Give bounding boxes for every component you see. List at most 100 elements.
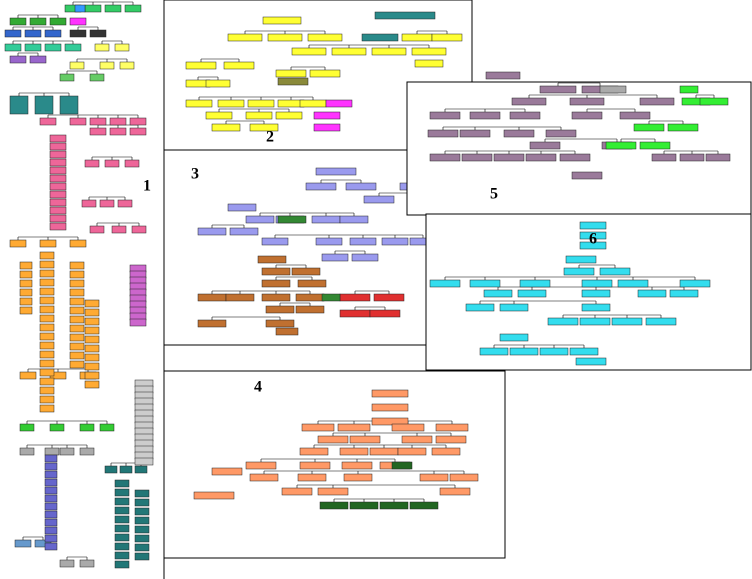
node-box	[349, 501, 379, 510]
node-box	[19, 261, 33, 270]
node-box	[129, 127, 147, 136]
node-box	[119, 61, 135, 70]
node-box	[99, 199, 115, 208]
node-box	[111, 225, 127, 234]
node-box	[343, 473, 373, 482]
node-box	[427, 129, 459, 138]
node-box	[114, 488, 130, 497]
node-box	[84, 353, 100, 362]
node-box	[44, 494, 58, 503]
node-box	[637, 289, 667, 298]
node-box	[305, 182, 337, 191]
node-box	[619, 111, 651, 120]
node-box	[89, 127, 107, 136]
node-box	[74, 4, 86, 13]
node-box	[339, 447, 369, 456]
node-box	[19, 270, 33, 279]
node-box	[651, 153, 677, 162]
node-box	[39, 251, 55, 260]
node-box	[49, 134, 67, 143]
node-box	[29, 17, 47, 26]
node-box	[89, 225, 105, 234]
node-box	[4, 43, 22, 52]
node-box	[261, 293, 291, 302]
node-box	[39, 377, 55, 386]
node-box	[575, 357, 607, 366]
node-box	[49, 166, 67, 175]
node-box	[599, 267, 631, 276]
node-box	[431, 33, 463, 42]
node-box	[669, 289, 699, 298]
node-box	[39, 278, 55, 287]
node-box	[267, 33, 303, 42]
node-box	[679, 153, 705, 162]
node-box	[114, 515, 130, 524]
node-box	[469, 111, 501, 120]
node-box	[134, 465, 148, 474]
node-box	[361, 33, 399, 42]
node-box	[391, 423, 425, 432]
node-box	[39, 287, 55, 296]
node-box	[39, 386, 55, 395]
node-box	[349, 237, 377, 246]
node-box	[275, 111, 303, 120]
node-box	[317, 435, 349, 444]
node-box	[4, 29, 22, 38]
node-box	[104, 4, 122, 13]
node-box	[114, 551, 130, 560]
node-box	[371, 47, 407, 56]
node-box	[525, 153, 557, 162]
node-box	[461, 153, 493, 162]
node-box	[134, 498, 150, 507]
node-box	[185, 61, 217, 70]
node-box	[134, 489, 150, 498]
node-box	[94, 43, 110, 52]
node-box	[129, 318, 147, 327]
node-box	[19, 423, 35, 432]
node-box	[114, 479, 130, 488]
node-box	[131, 225, 147, 234]
node-box	[409, 501, 439, 510]
node-box	[297, 473, 327, 482]
node-box	[49, 423, 65, 432]
node-box	[325, 99, 353, 108]
node-box	[297, 279, 327, 288]
node-box	[499, 333, 529, 342]
node-box	[84, 344, 100, 353]
node-box	[429, 153, 461, 162]
node-box	[69, 239, 87, 248]
node-box	[381, 237, 409, 246]
node-box	[117, 199, 133, 208]
panel-4	[163, 370, 506, 559]
node-box	[419, 473, 449, 482]
node-box	[99, 61, 115, 70]
node-box	[9, 239, 27, 248]
node-box	[39, 314, 55, 323]
node-box	[69, 315, 85, 324]
node-box	[509, 111, 541, 120]
node-box	[39, 332, 55, 341]
node-box	[569, 347, 599, 356]
node-box	[59, 95, 79, 115]
node-box	[193, 491, 235, 500]
node-box	[579, 241, 607, 250]
node-box	[245, 215, 275, 224]
node-box	[119, 465, 133, 474]
node-box	[371, 417, 409, 426]
node-box	[262, 16, 302, 25]
node-box	[134, 534, 150, 543]
node-box	[84, 335, 100, 344]
node-box	[337, 423, 371, 432]
node-box	[84, 371, 100, 380]
node-box	[319, 501, 349, 510]
node-box	[134, 507, 150, 516]
node-box	[44, 462, 58, 471]
node-box	[44, 526, 58, 535]
node-box	[517, 289, 547, 298]
node-box	[19, 288, 33, 297]
node-box	[84, 317, 100, 326]
panel-number: 5	[490, 186, 498, 203]
node-box	[321, 293, 341, 302]
node-box	[69, 342, 85, 351]
